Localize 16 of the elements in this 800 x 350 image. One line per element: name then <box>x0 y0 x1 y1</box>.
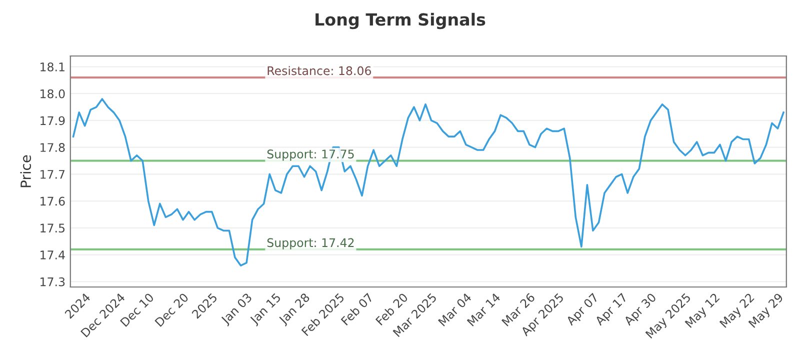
ref-line-label: Support: 17.42 <box>267 238 354 250</box>
y-tick-label: 17.4 <box>40 250 65 260</box>
y-tick-label: 17.6 <box>40 196 65 206</box>
line-series <box>72 98 784 266</box>
y-tick-label: 17.7 <box>40 170 65 179</box>
ref-line-label: Resistance: 18.06 <box>268 66 372 76</box>
y-axis-title: Price <box>20 155 32 188</box>
y-tick-label: 17.8 <box>40 143 65 152</box>
y-tick-label: 17.3 <box>40 277 65 286</box>
y-tick-label: 18.1 <box>40 62 64 72</box>
chart-title: Long Term Signals <box>316 12 486 30</box>
x-tick-label: Dec 20 <box>154 292 189 327</box>
ref-line-label: Support: 17.75 <box>267 150 354 161</box>
y-tick-label: 18.0 <box>40 89 65 98</box>
y-tick-label: 17.5 <box>40 224 65 233</box>
y-tick-label: 17.9 <box>40 116 65 126</box>
